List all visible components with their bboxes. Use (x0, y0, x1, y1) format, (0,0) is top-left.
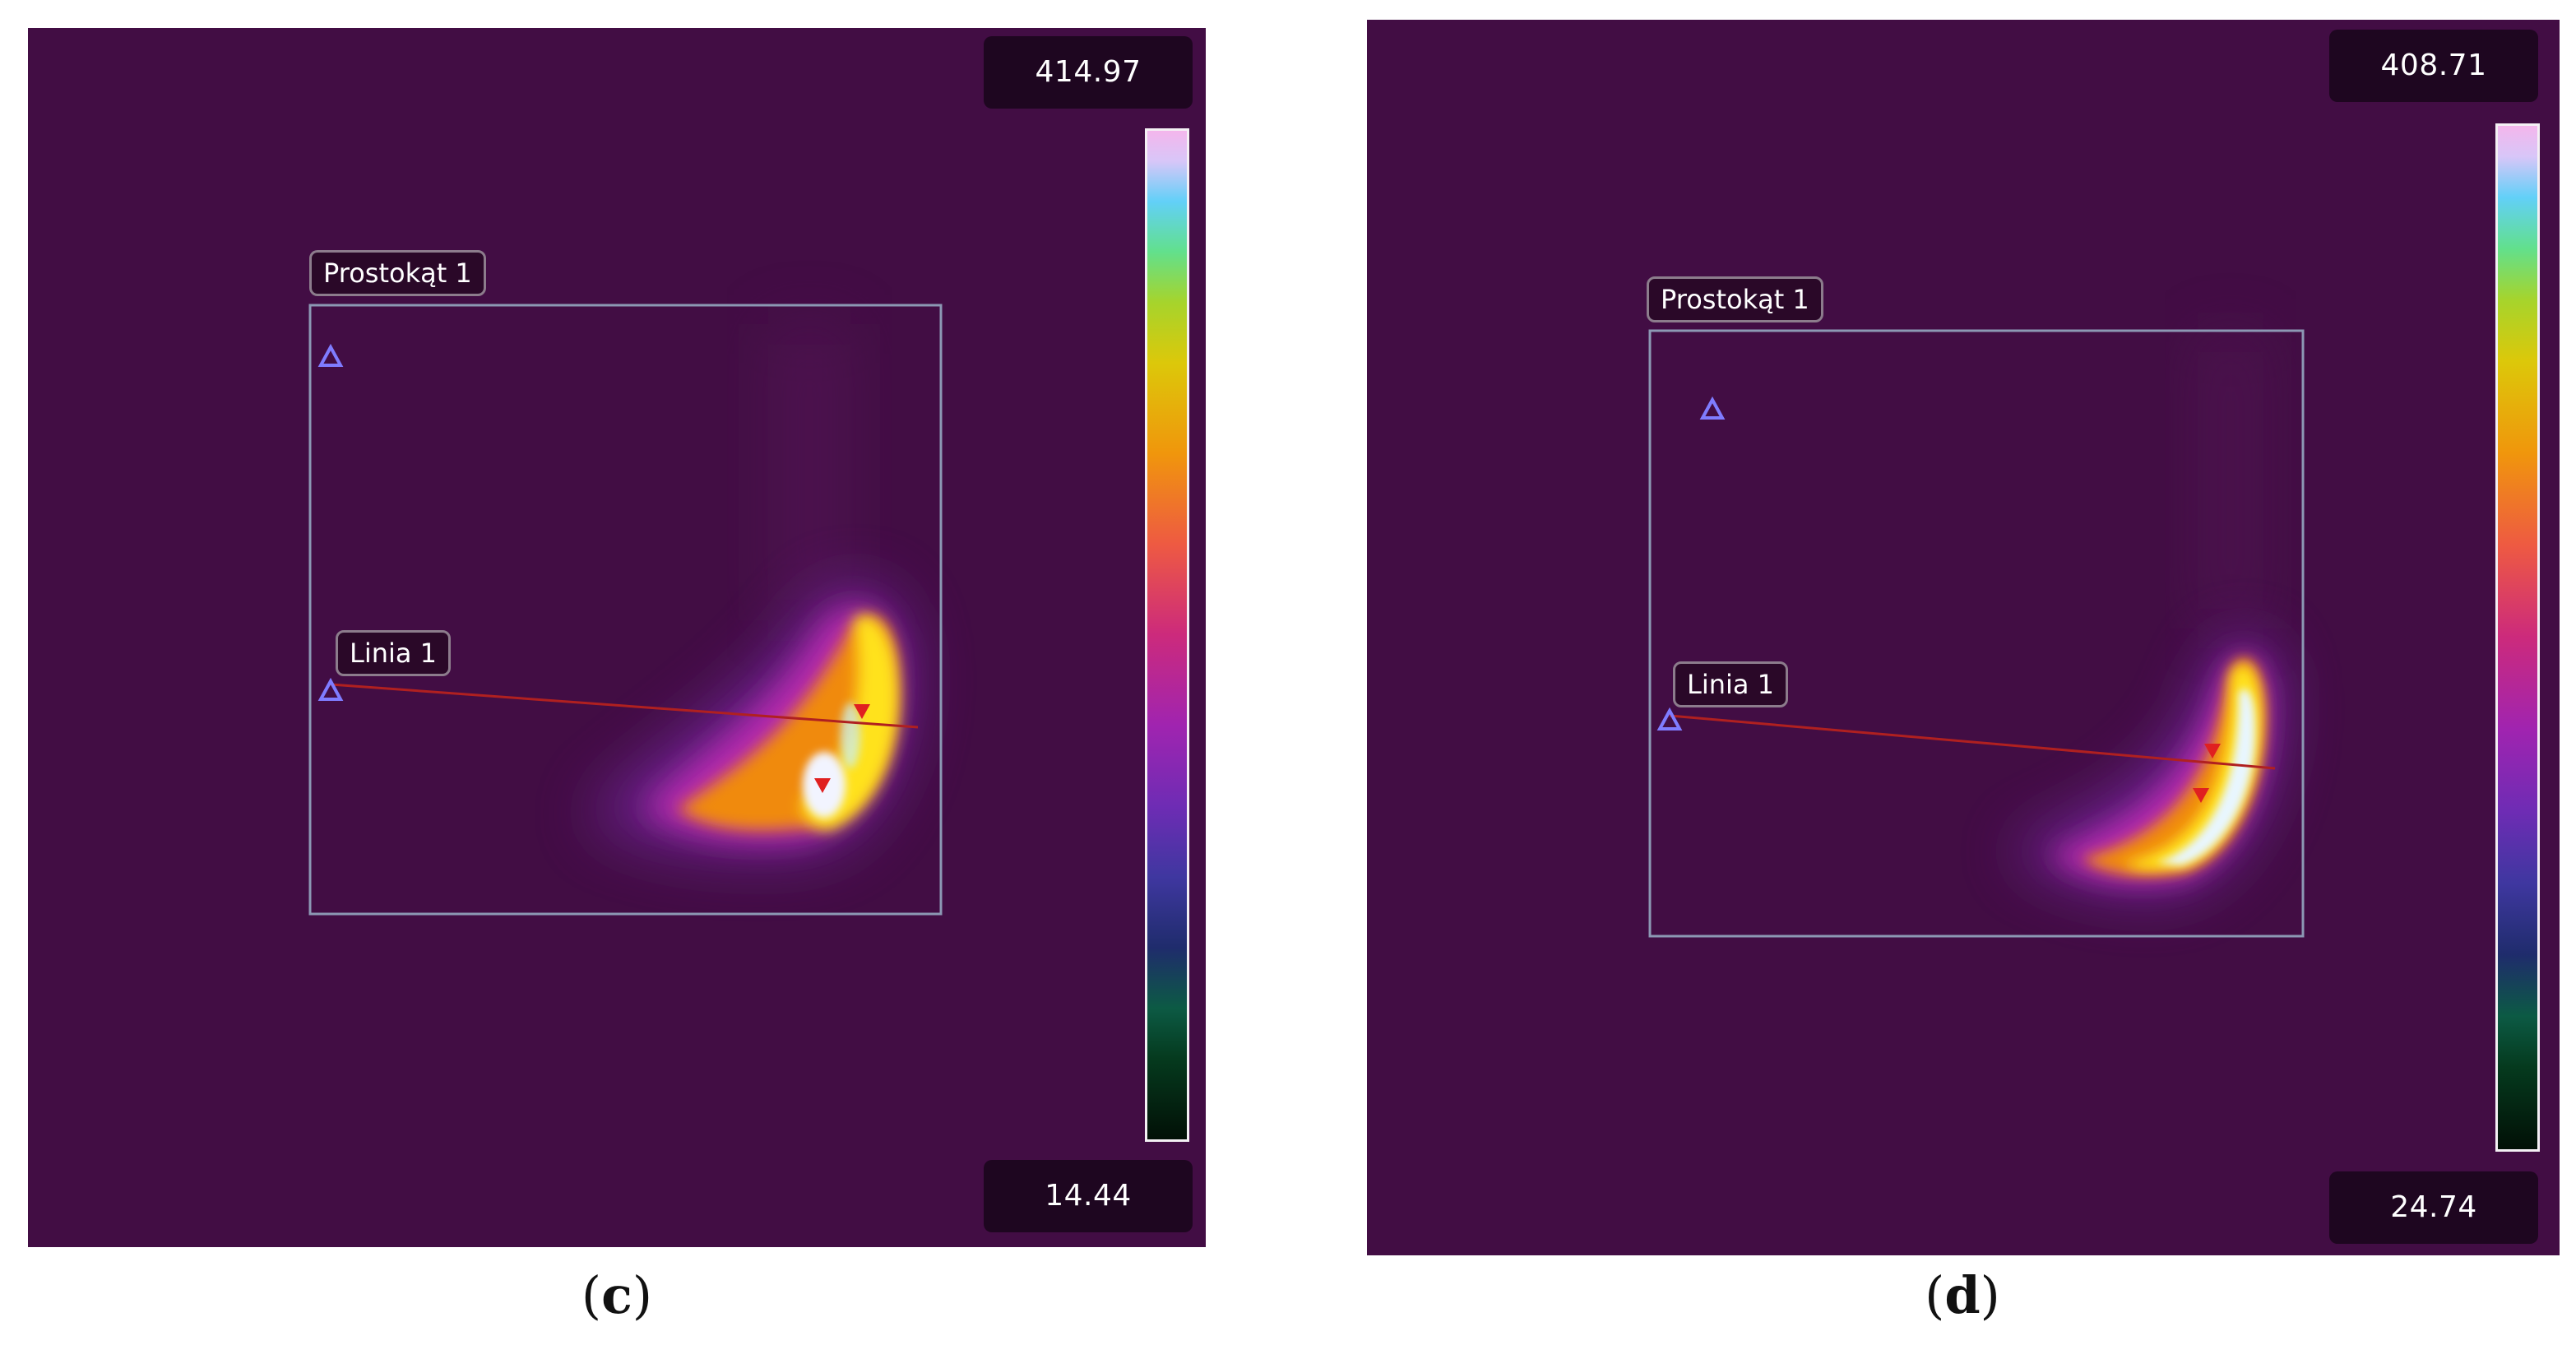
color-scale-bar (2495, 123, 2540, 1152)
heat-plume (768, 324, 850, 620)
hot-spot-marker-icon (854, 704, 870, 719)
thermal-scene-d (1648, 329, 2305, 938)
heat-core-yellow (801, 615, 899, 830)
scale-min-value: 14.44 (984, 1160, 1193, 1232)
heat-core-cyan (841, 703, 860, 768)
hot-spot-marker-icon (2204, 744, 2221, 758)
roi-rectangle-label[interactable]: Prostokąt 1 (1647, 276, 1823, 322)
cold-spot-marker-icon (317, 343, 344, 367)
roi-line-label[interactable]: Linia 1 (336, 630, 452, 676)
hot-spot-marker-icon (814, 778, 831, 793)
cold-spot-marker-icon (317, 677, 344, 701)
scale-max-value: 414.97 (984, 36, 1193, 109)
roi-line[interactable] (330, 683, 919, 729)
color-scale-bar (1145, 128, 1189, 1142)
caption-c: (c) (581, 1265, 653, 1325)
thermal-scene-c (308, 304, 943, 916)
scale-max-value: 408.71 (2329, 30, 2538, 102)
cold-spot-marker-icon (1699, 396, 1726, 420)
roi-line[interactable] (1669, 714, 2276, 770)
roi-rectangle[interactable] (1648, 329, 2305, 938)
scale-min-value: 24.74 (2329, 1171, 2538, 1244)
heat-core-white (2157, 689, 2256, 865)
roi-rectangle-label[interactable]: Prostokąt 1 (309, 250, 486, 296)
caption-letter: c (601, 1265, 632, 1325)
hot-spot-marker-icon (2193, 788, 2209, 803)
heat-plume (2198, 332, 2263, 628)
cold-spot-marker-icon (1656, 707, 1683, 731)
thermal-image-panel-d: Prostokąt 1 Linia 1 408.71 24.74 (1367, 20, 2560, 1255)
roi-line-label[interactable]: Linia 1 (1673, 661, 1789, 707)
caption-letter: d (1944, 1265, 1981, 1325)
roi-rectangle[interactable] (308, 304, 943, 916)
caption-d: (d) (1925, 1265, 2000, 1325)
thermal-image-panel-c: Prostokąt 1 Linia 1 414.97 14.44 (28, 28, 1206, 1247)
